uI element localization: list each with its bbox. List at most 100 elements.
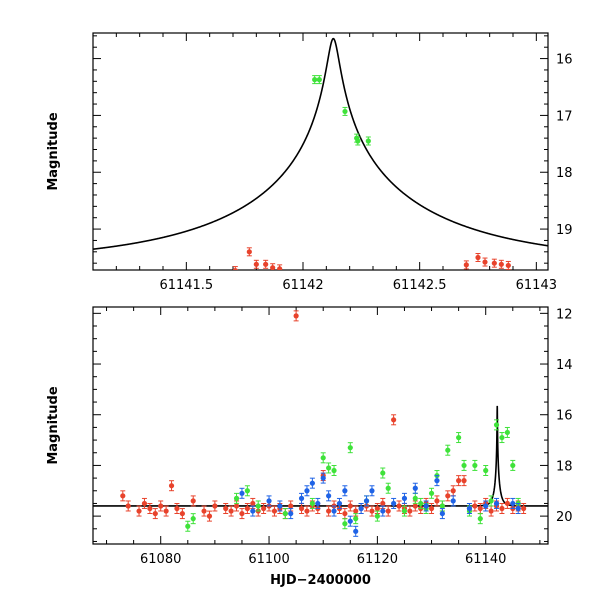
data-point-green: [316, 77, 322, 83]
y-tick-label: 18: [556, 459, 573, 474]
data-point-red: [246, 249, 252, 255]
data-point-red: [253, 261, 259, 267]
y-tick-label: 14: [556, 358, 573, 373]
data-point-green: [374, 513, 380, 519]
data-point-green: [331, 467, 337, 474]
data-point-blue: [331, 508, 337, 514]
y-axis-title: Magnitude: [46, 386, 61, 465]
data-point-red: [288, 503, 294, 509]
data-point-green: [477, 516, 483, 522]
data-point-red: [326, 508, 332, 514]
data-point-blue: [434, 478, 440, 484]
data-point-green: [342, 108, 348, 115]
data-point-blue: [353, 528, 359, 534]
data-point-red: [412, 503, 418, 509]
data-point-red: [174, 505, 180, 512]
data-point-red: [179, 510, 185, 517]
data-point-green: [510, 462, 516, 469]
data-point-blue: [250, 508, 256, 514]
data-point-red: [342, 510, 348, 517]
data-point-red: [190, 498, 196, 504]
data-point-blue: [369, 488, 375, 494]
data-point-red: [271, 508, 278, 514]
data-point-green: [244, 488, 250, 494]
data-point-red: [201, 508, 207, 514]
data-point-green: [365, 138, 371, 144]
data-point-blue: [326, 493, 332, 499]
data-point-blue: [466, 505, 473, 512]
data-point-blue: [277, 503, 283, 509]
data-point-red: [380, 500, 386, 507]
data-point-red: [369, 508, 375, 514]
y-tick-label: 12: [556, 307, 573, 322]
data-point-red: [158, 503, 164, 509]
data-point-blue: [288, 510, 294, 517]
x-tick-label: 61120: [357, 552, 398, 567]
data-point-blue: [483, 503, 489, 509]
x-tick-label: 61141.5: [159, 278, 213, 293]
x-axis-title: HJD−2400000: [270, 573, 371, 588]
data-point-green: [493, 422, 500, 428]
data-point-green: [309, 500, 315, 507]
data-point-red: [477, 505, 483, 512]
data-point-red: [505, 262, 511, 269]
data-point-green: [499, 434, 505, 441]
data-point-blue: [358, 505, 364, 512]
data-point-red: [374, 505, 380, 512]
data-point-green: [380, 470, 386, 476]
data-point-green: [326, 465, 332, 471]
data-point-red: [461, 478, 467, 484]
data-point-red: [120, 493, 126, 499]
data-point-red: [212, 503, 218, 509]
data-point-red: [233, 503, 240, 509]
data-point-red: [270, 265, 276, 270]
data-point-blue: [336, 500, 343, 507]
data-point-green: [342, 521, 348, 527]
data-point-red: [521, 505, 527, 512]
data-point-blue: [304, 488, 310, 494]
data-point-blue: [423, 503, 429, 509]
y-tick-label: 16: [556, 53, 573, 68]
x-tick-label: 61142.5: [393, 278, 447, 293]
y-tick-label: 20: [556, 510, 573, 525]
data-point-red: [491, 260, 497, 266]
data-point-red: [293, 313, 299, 319]
x-tick-label: 61100: [248, 552, 289, 567]
data-point-red: [488, 508, 494, 514]
data-point-red: [407, 508, 413, 514]
data-point-blue: [309, 480, 315, 486]
data-point-blue: [493, 500, 500, 507]
data-point-blue: [266, 498, 272, 504]
data-point-green: [456, 434, 462, 441]
y-tick-label: 18: [556, 166, 573, 181]
data-point-red: [304, 508, 310, 514]
data-point-red: [445, 493, 451, 499]
data-point-red: [385, 508, 391, 514]
x-tick-label: 61143: [516, 278, 557, 293]
data-point-green: [353, 516, 359, 522]
data-point-blue: [391, 500, 397, 507]
data-point-red: [391, 417, 397, 423]
data-point-green: [347, 445, 353, 451]
data-point-red: [141, 500, 148, 507]
data-point-red: [163, 508, 169, 514]
data-point-green: [439, 503, 445, 509]
y-tick-label: 17: [556, 109, 573, 124]
data-point-green: [255, 503, 261, 509]
data-point-blue: [401, 495, 408, 501]
y-axis-title: Magnitude: [46, 112, 61, 191]
data-point-green: [312, 77, 318, 83]
plot-frame: [92, 32, 549, 271]
data-point-green: [461, 462, 467, 469]
data-point-green: [233, 495, 240, 501]
data-point-red: [125, 503, 131, 509]
data-point-red: [232, 267, 238, 270]
data-point-red: [168, 483, 175, 489]
data-point-red: [463, 262, 469, 268]
data-point-red: [456, 478, 462, 484]
data-point-red: [223, 505, 229, 512]
data-point-blue: [439, 510, 445, 517]
data-point-red: [136, 508, 142, 514]
data-point-red: [450, 488, 456, 494]
